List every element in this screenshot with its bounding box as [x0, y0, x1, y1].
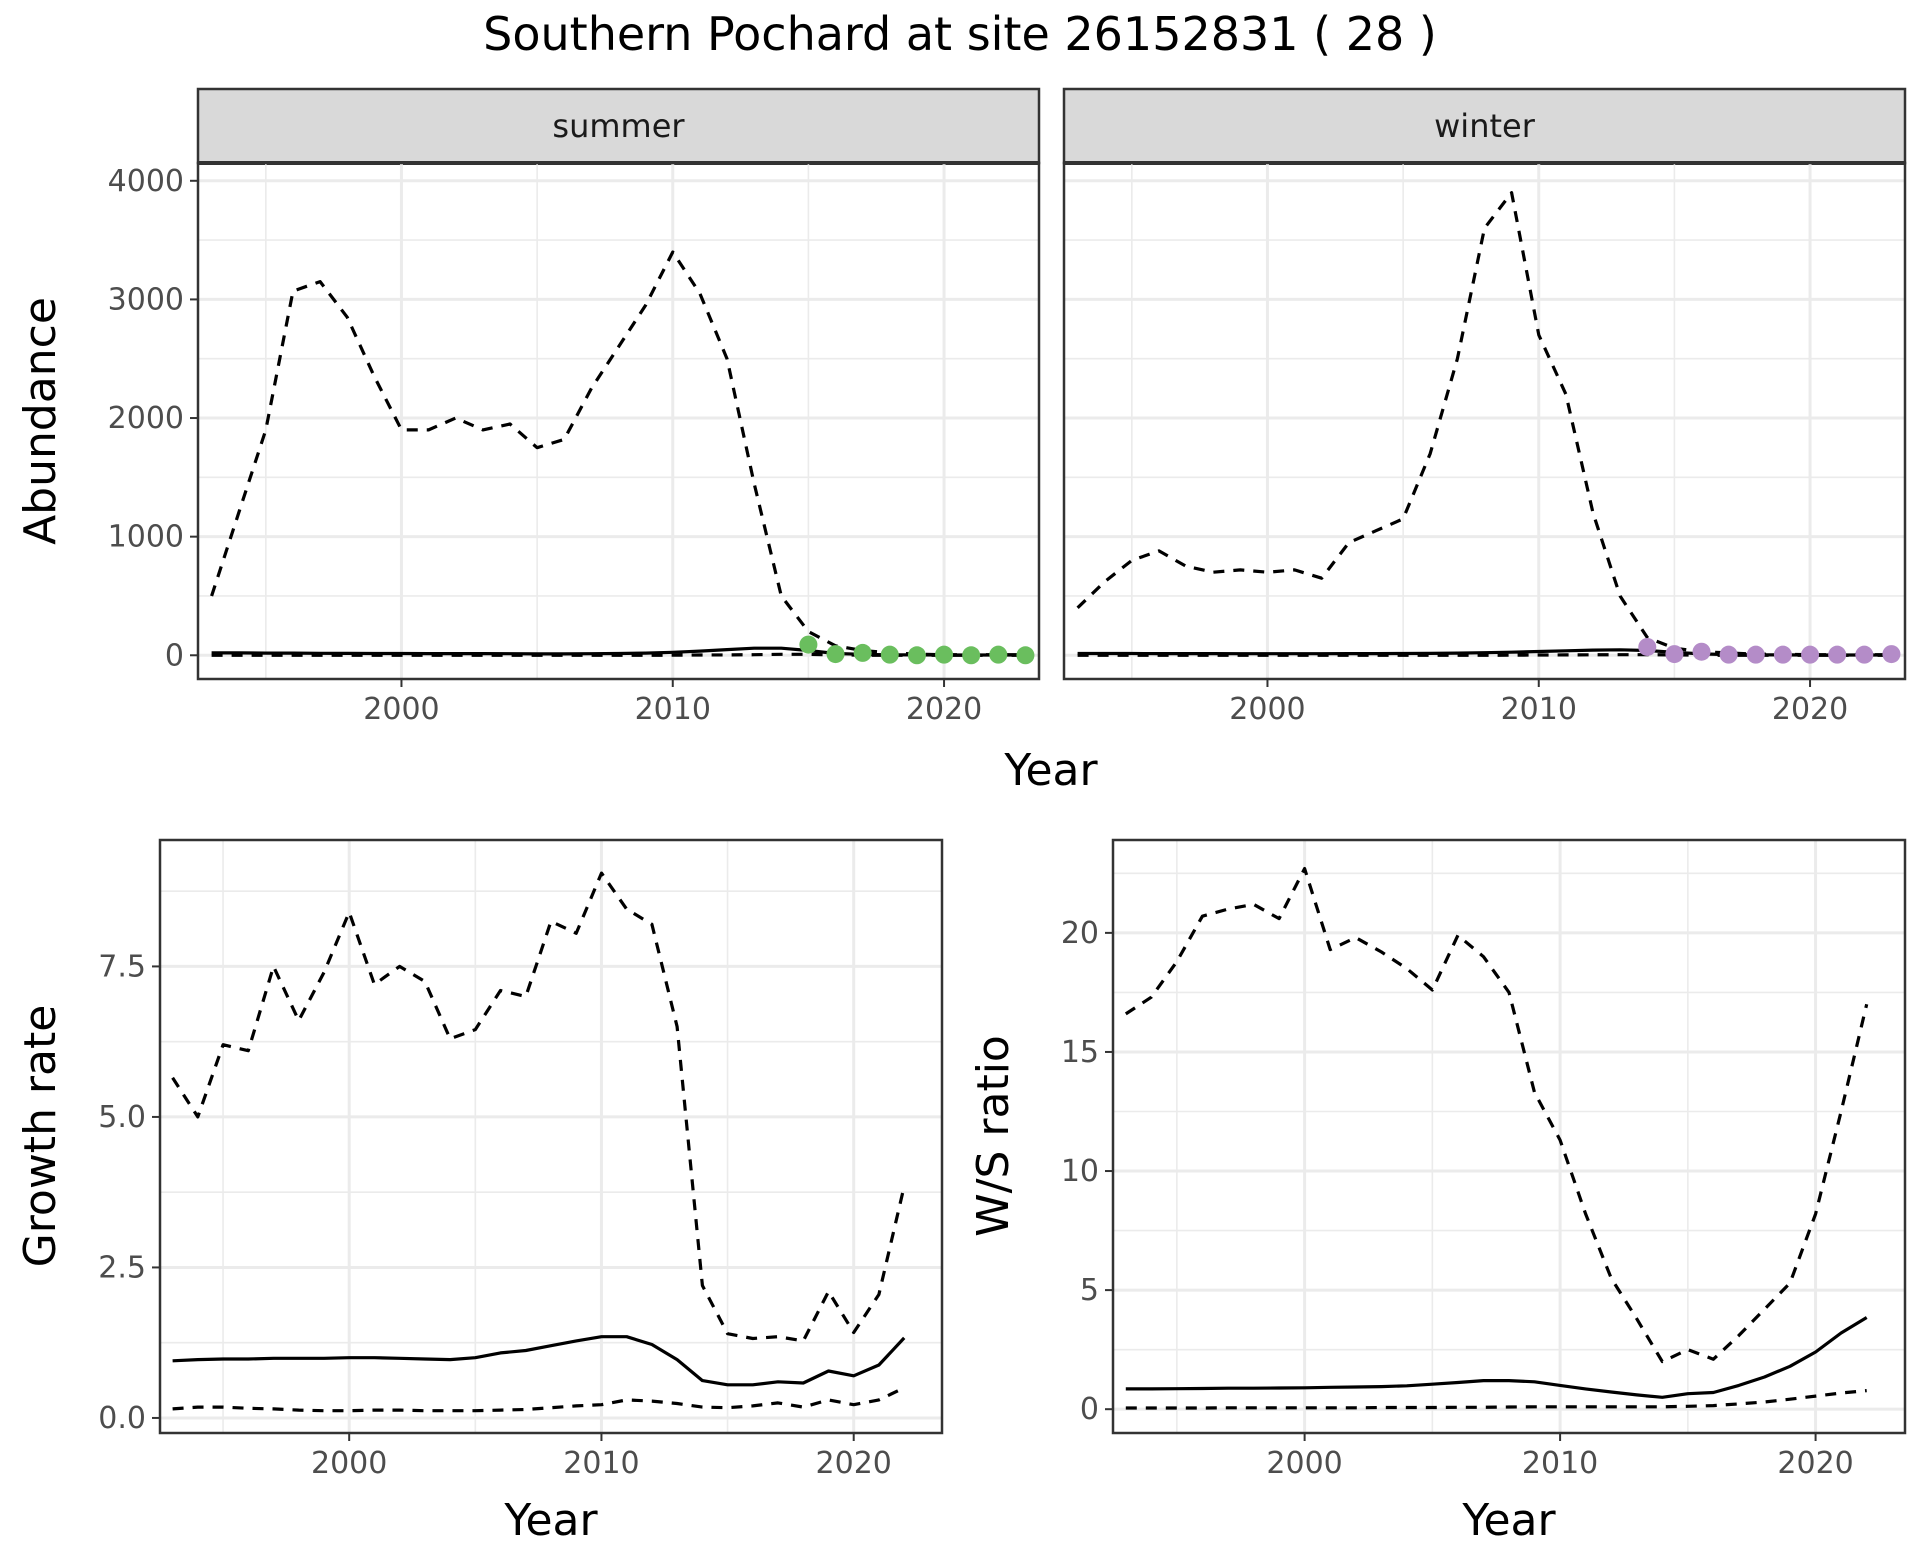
facet-label-winter: winter — [1434, 107, 1536, 145]
growth-x-axis-title: Year — [503, 1495, 598, 1546]
x-tick-label: 2000 — [1229, 692, 1305, 727]
abundance-upper-line-summer — [210, 250, 1026, 657]
growth-rate-panel — [160, 840, 942, 1433]
x-tick-label: 2010 — [1522, 1446, 1598, 1481]
y-tick-label: 2000 — [108, 401, 184, 436]
observation-point-summer — [1016, 646, 1035, 665]
panel-border-summer — [196, 161, 1041, 681]
growth-panel-border — [158, 838, 944, 1435]
abundance-lower-line-summer — [211, 652, 1026, 657]
x-tick-label: 2020 — [906, 692, 982, 727]
facet-strip-summer — [196, 87, 1041, 165]
y-tick-label: 15 — [1061, 1035, 1099, 1070]
abundance-median-line-winter — [1077, 648, 1892, 657]
y-tick-label: 4000 — [108, 164, 184, 199]
ws-y-axis-title: W/S ratio — [968, 1035, 1019, 1237]
observation-point-winter — [1828, 645, 1847, 664]
y-tick-label: 20 — [1061, 916, 1099, 951]
ws-upper-line — [1124, 867, 1869, 1364]
observation-point-winter — [1801, 645, 1820, 664]
observation-point-summer — [880, 645, 899, 664]
x-tick-label: 2020 — [1772, 692, 1848, 727]
abundance-upper-line-winter — [1076, 191, 1892, 657]
x-tick-label: 2010 — [635, 692, 711, 727]
observation-point-summer — [853, 643, 872, 662]
x-tick-label: 2020 — [816, 1446, 892, 1481]
ws-median-line — [1125, 1316, 1868, 1399]
abundance-panel-winter — [1064, 163, 1905, 679]
observation-point-winter — [1746, 645, 1765, 664]
panel-border-winter — [1062, 161, 1907, 681]
y-tick-label: 7.5 — [98, 949, 146, 984]
y-tick-label: 0 — [165, 638, 184, 673]
x-tick-label: 2000 — [311, 1446, 387, 1481]
observation-point-winter — [1638, 637, 1657, 656]
y-tick-label: 3000 — [108, 282, 184, 317]
observation-point-summer — [989, 645, 1008, 664]
x-tick-label: 2020 — [1777, 1446, 1853, 1481]
observation-point-winter — [1719, 645, 1738, 664]
observation-point-summer — [907, 646, 926, 665]
observation-point-summer — [935, 645, 954, 664]
y-tick-label: 2.5 — [98, 1250, 146, 1285]
growth-lower-line — [172, 1386, 905, 1413]
ws-x-axis-title: Year — [1461, 1495, 1556, 1546]
observation-point-winter — [1665, 645, 1684, 664]
y-tick-label: 1000 — [108, 520, 184, 555]
observation-point-summer — [962, 646, 981, 665]
observation-point-winter — [1855, 645, 1874, 664]
growth-y-axis-title: Growth rate — [15, 1005, 66, 1268]
abundance-x-axis-title: Year — [1003, 745, 1098, 796]
observation-point-winter — [1882, 645, 1901, 664]
observation-point-summer — [799, 635, 818, 654]
facet-label-summer: summer — [552, 107, 685, 145]
observation-point-winter — [1692, 642, 1711, 661]
abundance-median-line-summer — [211, 646, 1026, 657]
y-tick-label: 5 — [1080, 1273, 1099, 1308]
chart-title: Southern Pochard at site 26152831 ( 28 ) — [483, 7, 1437, 61]
y-tick-label: 0.0 — [98, 1401, 146, 1436]
observation-point-winter — [1773, 645, 1792, 664]
growth-upper-line — [171, 871, 906, 1343]
y-tick-label: 5.0 — [98, 1100, 146, 1135]
abundance-y-axis-title: Abundance — [15, 297, 66, 545]
y-tick-label: 0 — [1080, 1392, 1099, 1427]
x-tick-label: 2010 — [563, 1446, 639, 1481]
ws-lower-line — [1125, 1389, 1867, 1410]
x-tick-label: 2000 — [1266, 1446, 1342, 1481]
facet-strip-winter — [1062, 87, 1907, 165]
growth-median-line — [172, 1335, 906, 1387]
x-tick-label: 2000 — [363, 692, 439, 727]
ws-panel-border — [1111, 838, 1907, 1435]
observation-point-summer — [826, 645, 845, 664]
y-tick-label: 10 — [1061, 1154, 1099, 1189]
abundance-lower-line-winter — [1077, 653, 1892, 657]
ws-ratio-panel — [1113, 840, 1905, 1433]
x-tick-label: 2010 — [1501, 692, 1577, 727]
abundance-panel-summer — [198, 163, 1039, 679]
